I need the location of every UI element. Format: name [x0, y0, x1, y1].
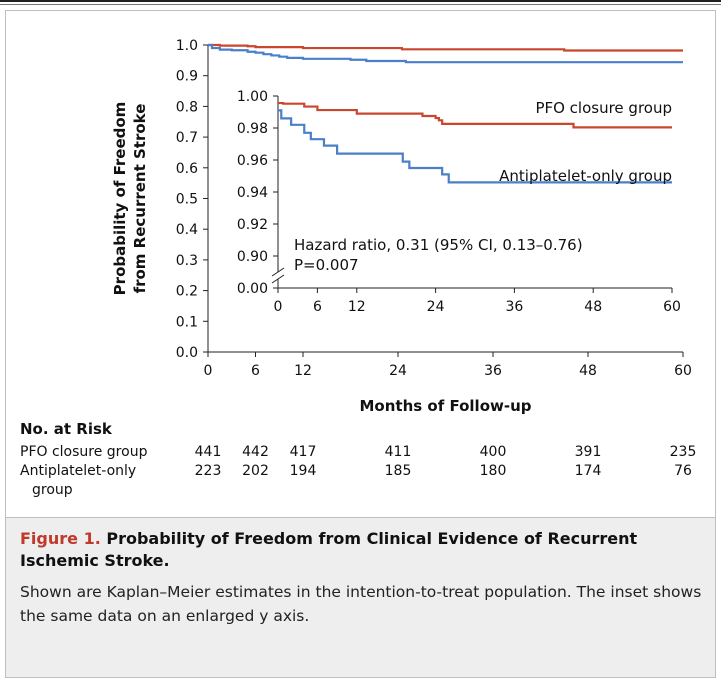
top-rule-thin	[0, 4, 721, 5]
risk-value-antiplatelet: 174	[574, 463, 602, 479]
risk-value-pfo: 417	[289, 444, 317, 460]
main-y-tick-label: 0.8	[176, 99, 198, 115]
main-x-tick-label: 0	[204, 363, 213, 379]
inset-series-pfo-line	[278, 101, 672, 129]
kaplan-meier-chart: 0.00.10.20.30.40.50.60.70.80.91.00 6 12 24 3…	[111, 38, 692, 415]
inset-y-tick-label: 0.90	[237, 249, 268, 265]
inset-y-tick-label: 0.00	[237, 281, 268, 297]
inset-y-tick-label: 0.98	[237, 121, 268, 137]
inset-axis-break-mark	[271, 274, 285, 284]
inset-y-tick-label: 0.92	[237, 217, 268, 233]
risk-value-pfo: 400	[479, 444, 507, 460]
risk-row-label-pfo: PFO closure group	[20, 444, 148, 460]
main-x-tick-label: 48	[579, 363, 597, 379]
main-y-tick-label: 0.6	[176, 161, 198, 177]
main-y-tick-label: 0.9	[176, 69, 198, 85]
inset-hazard-ratio-annotation: Hazard ratio, 0.31 (95% CI, 0.13–0.76)	[294, 236, 583, 254]
risk-value-pfo: 411	[384, 444, 412, 460]
inset-y-tick-label: 0.94	[237, 185, 268, 201]
inset-y-tick-label: 0.96	[237, 153, 268, 169]
risk-value-pfo: 441	[194, 444, 222, 460]
inset-series-label-antiplatelet: Antiplatelet-only group	[499, 167, 672, 185]
inset-series-label-pfo: PFO closure group	[535, 99, 672, 117]
inset-x-tick-label: 36	[505, 299, 523, 315]
main-y-tick-label: 0.0	[176, 345, 198, 361]
inset-axis-break-mark	[271, 267, 285, 277]
main-x-tick-label: 12	[294, 363, 312, 379]
risk-row-label-antiplatelet: Antiplatelet-only	[20, 463, 137, 479]
inset-y-tick-label: 1.00	[237, 89, 268, 105]
inset-series-antiplatelet-line	[278, 109, 672, 184]
main-y-tick-label: 0.3	[176, 253, 198, 269]
risk-value-pfo: 235	[669, 444, 697, 460]
main-series-pfo-line	[208, 43, 683, 52]
risk-value-antiplatelet: 180	[479, 463, 507, 479]
risk-row-label-antiplatelet-cont: group	[32, 482, 73, 498]
caption-body: Shown are Kaplan–Meier estimates in the …	[20, 583, 702, 625]
risk-value-antiplatelet: 185	[384, 463, 412, 479]
risk-table-title: No. at Risk	[20, 420, 112, 438]
risk-value-pfo: 442	[242, 444, 269, 460]
risk-value-pfo: 391	[574, 444, 602, 460]
inset-x-tick-label: 48	[584, 299, 602, 315]
caption-figure-label: Figure 1.	[20, 529, 101, 548]
main-y-axis-label-line2: from Recurrent Stroke	[131, 104, 149, 294]
main-y-tick-label: 1.0	[176, 38, 198, 54]
chart-panel	[5, 10, 716, 518]
main-y-tick-label: 0.1	[176, 314, 198, 330]
main-y-axis-label-line1: Probability of Freedom	[111, 102, 129, 296]
main-y-tick-label: 0.2	[176, 284, 198, 300]
main-series-antiplatelet-line	[208, 43, 683, 64]
caption-title: Figure 1. Probability of Freedom from Cl…	[20, 528, 710, 572]
inset-x-tick-label: 60	[663, 299, 681, 315]
risk-value-antiplatelet: 202	[242, 463, 269, 479]
main-x-tick-label: 36	[484, 363, 502, 379]
caption-title-text: Probability of Freedom from Clinical Evi…	[20, 529, 638, 570]
main-x-tick-label: 6	[251, 363, 260, 379]
risk-value-antiplatelet: 223	[194, 463, 222, 479]
inset-x-tick-label: 12	[348, 299, 366, 315]
main-y-tick-label: 0.4	[176, 222, 198, 238]
risk-value-antiplatelet: 76	[674, 463, 692, 479]
main-y-tick-label: 0.7	[176, 130, 198, 146]
top-rule	[0, 0, 721, 2]
main-y-tick-label: 0.5	[176, 192, 198, 208]
inset-x-tick-label: 24	[427, 299, 445, 315]
main-x-tick-label: 24	[389, 363, 407, 379]
inset-x-tick-label: 6	[313, 299, 322, 315]
risk-value-antiplatelet: 194	[289, 463, 317, 479]
inset-p-value-annotation: P=0.007	[294, 256, 359, 274]
main-x-tick-label: 60	[674, 363, 692, 379]
main-x-axis-label: Months of Follow-up	[360, 397, 532, 415]
figure-caption: Figure 1. Probability of Freedom from Cl…	[20, 528, 710, 628]
inset-x-tick-label: 0	[274, 299, 283, 315]
